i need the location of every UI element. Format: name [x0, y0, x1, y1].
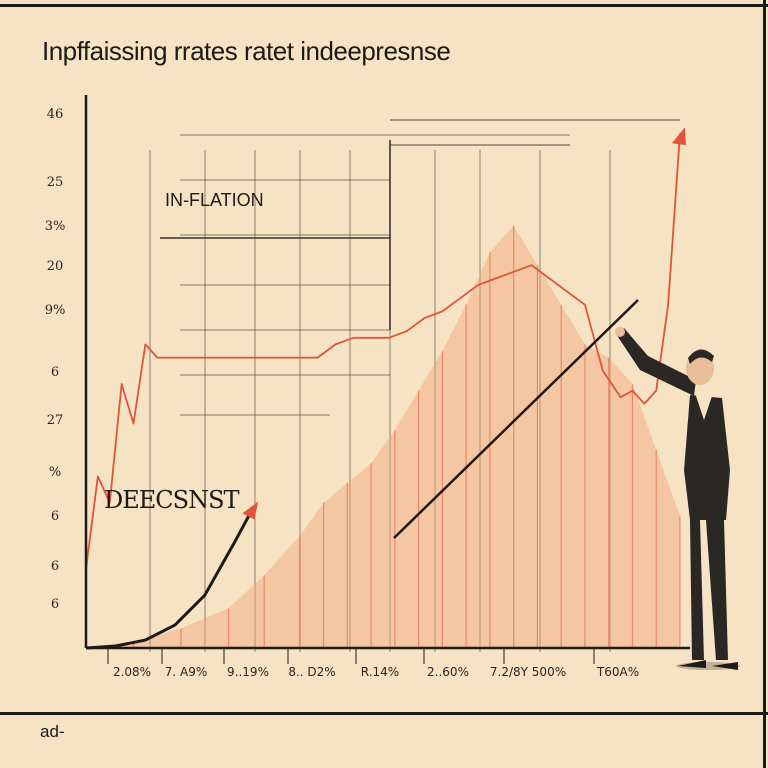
y-tick-label: 20 [47, 259, 64, 274]
area-fill [86, 225, 680, 648]
chart-title: Inpffaissing rrates ratet indeepresnse [42, 36, 451, 66]
deecsnst-annotation: DEECSNST [104, 486, 240, 514]
figure-hair [688, 349, 714, 364]
x-tick-label: 7.2/8Y 500% [490, 665, 566, 679]
figure-raised-arm [616, 328, 696, 396]
footer-text: ad- [40, 722, 65, 741]
figure-shoe-right [712, 662, 738, 670]
x-tick-label: R.14% [361, 665, 399, 679]
y-tick-label: 46 [47, 107, 64, 122]
figure-torso [684, 395, 730, 520]
x-tick-label: 7. A9% [165, 665, 208, 679]
y-tick-labels: 46 25 3% 20 9% 6 27% 6 6 6 [45, 107, 66, 612]
x-tick-label: 2..60% [427, 665, 469, 679]
y-tick-label: 6 [51, 559, 59, 574]
area-series [86, 225, 681, 648]
y-tick-label: 6 [51, 597, 59, 612]
decline-arrowhead [242, 501, 259, 520]
inflation-line [85, 133, 681, 569]
frame-bottom-rule [0, 712, 768, 715]
x-tick-label: 9..19% [227, 665, 269, 679]
figure-leg-left [690, 520, 704, 660]
x-tick-label: 2.08% [113, 665, 151, 679]
x-tick-label: 8.. D2% [288, 665, 335, 679]
annotations: IN-FLATION DEECSNST [104, 190, 264, 514]
x-tick-label: T60A% [596, 665, 639, 679]
frame-top-rule [0, 4, 768, 7]
figure-collar [696, 386, 712, 420]
figure-leg-right [706, 520, 728, 660]
y-tick-label: 27 [47, 413, 64, 428]
inflation-annotation: IN-FLATION [165, 190, 264, 210]
line-series [85, 127, 686, 650]
decline-line [85, 508, 254, 650]
chart-grid [149, 119, 680, 652]
y-tick-label: 6 [51, 365, 59, 380]
y-tick-label: 3% [45, 219, 66, 234]
y-tick-label: % [49, 465, 61, 480]
chart-axes [84, 95, 690, 650]
y-tick-label: 9% [45, 303, 66, 318]
y-tick-label: 25 [47, 175, 64, 190]
x-tick-labels: 2.08% 7. A9% 9..19% 8.. D2% R.14% 2..60% 7.2/8… [107, 648, 639, 679]
figure-hand [615, 327, 625, 337]
presenter-figure [615, 327, 740, 670]
chart-canvas: 46 25 3% 20 9% 6 27% 6 6 6 2.08% 7. A9% 9..19% 8.. D… [45, 95, 740, 679]
figure-shoe-left [678, 660, 706, 668]
pointer-line [393, 299, 639, 539]
frame-right-rule [763, 0, 766, 768]
inflation-arrowhead [672, 127, 686, 146]
y-tick-label: 6 [51, 509, 59, 524]
